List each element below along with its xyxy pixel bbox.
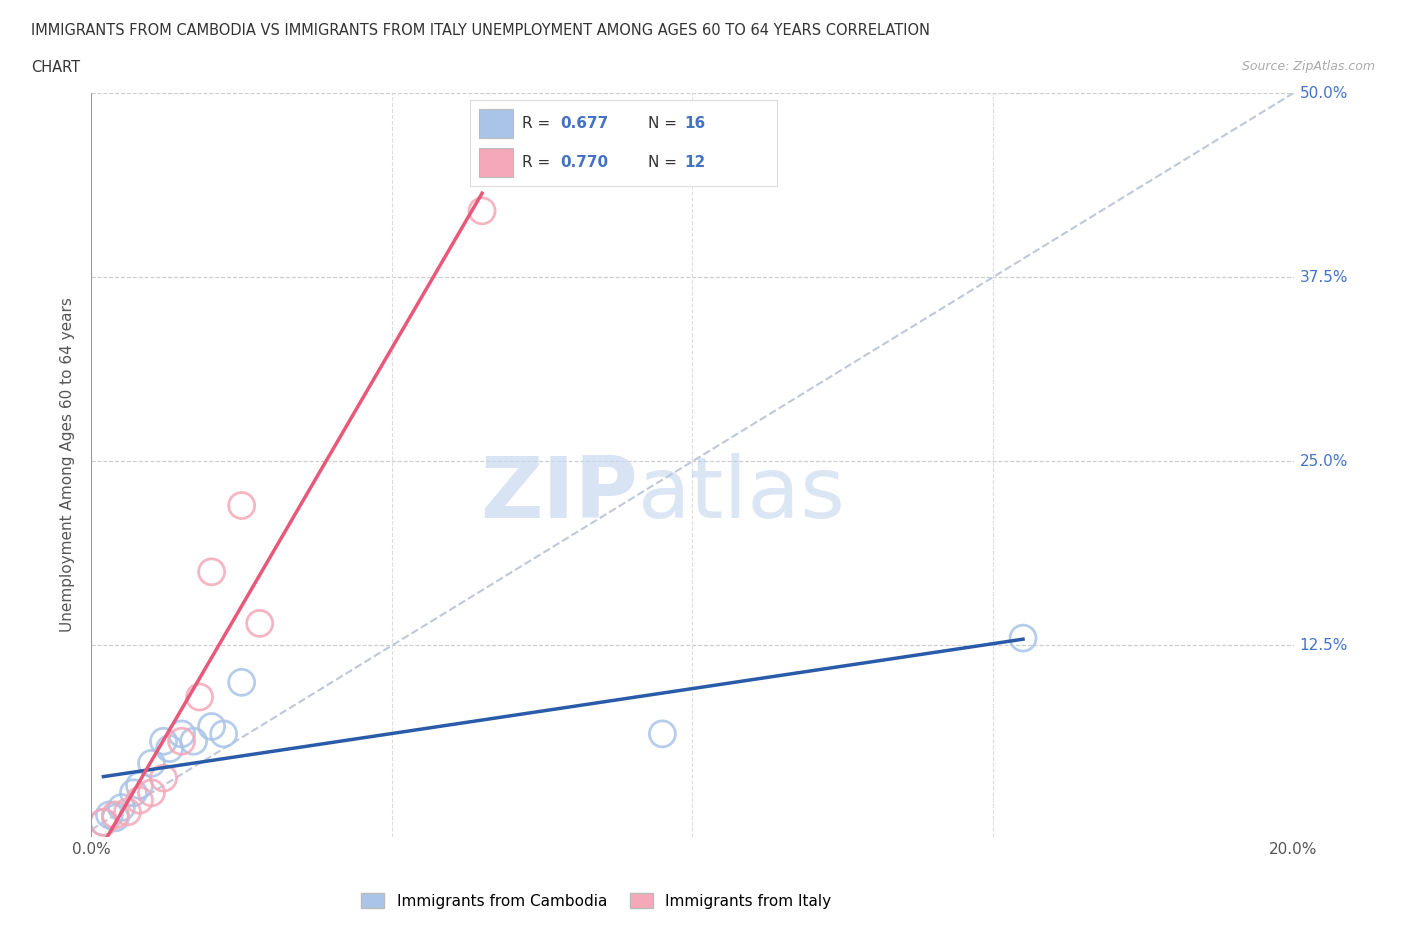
Point (159, 741, 181, 756)
Point (183, 734, 205, 749)
Point (651, 726, 673, 741)
Legend: Immigrants from Cambodia, Immigrants from Italy: Immigrants from Cambodia, Immigrants fro… (356, 886, 837, 915)
Point (128, 792, 150, 807)
Point (98, 807, 121, 822)
Point (170, 734, 193, 749)
Text: 12.5%: 12.5% (1299, 638, 1348, 653)
Text: 50.0%: 50.0% (1299, 86, 1348, 100)
Text: IMMIGRANTS FROM CAMBODIA VS IMMIGRANTS FROM ITALY UNEMPLOYMENT AMONG AGES 60 TO : IMMIGRANTS FROM CAMBODIA VS IMMIGRANTS F… (31, 23, 929, 38)
Point (471, 204, 494, 219)
Text: 25.0%: 25.0% (1299, 454, 1348, 469)
Point (249, 616, 271, 631)
Text: atlas: atlas (638, 453, 846, 537)
Point (188, 690, 211, 705)
Text: 37.5%: 37.5% (1299, 270, 1348, 285)
Point (141, 785, 163, 800)
Text: Source: ZipAtlas.com: Source: ZipAtlas.com (1241, 60, 1375, 73)
Point (110, 800, 132, 815)
Point (117, 804, 139, 819)
Point (93, 815, 115, 830)
Y-axis label: Unemployment Among Ages 60 to 64 years: Unemployment Among Ages 60 to 64 years (60, 298, 76, 632)
Text: ZIP: ZIP (481, 453, 638, 537)
Point (122, 785, 145, 800)
Point (201, 719, 224, 734)
Point (93, 815, 115, 830)
Point (104, 807, 127, 822)
Point (141, 756, 163, 771)
Point (1012, 631, 1035, 645)
Point (152, 734, 174, 749)
Text: CHART: CHART (31, 60, 80, 75)
Point (104, 810, 127, 825)
Point (212, 726, 235, 741)
Point (231, 675, 253, 690)
Point (128, 778, 150, 793)
Point (201, 565, 224, 579)
Point (152, 771, 174, 786)
Point (231, 498, 253, 513)
Point (170, 726, 193, 741)
